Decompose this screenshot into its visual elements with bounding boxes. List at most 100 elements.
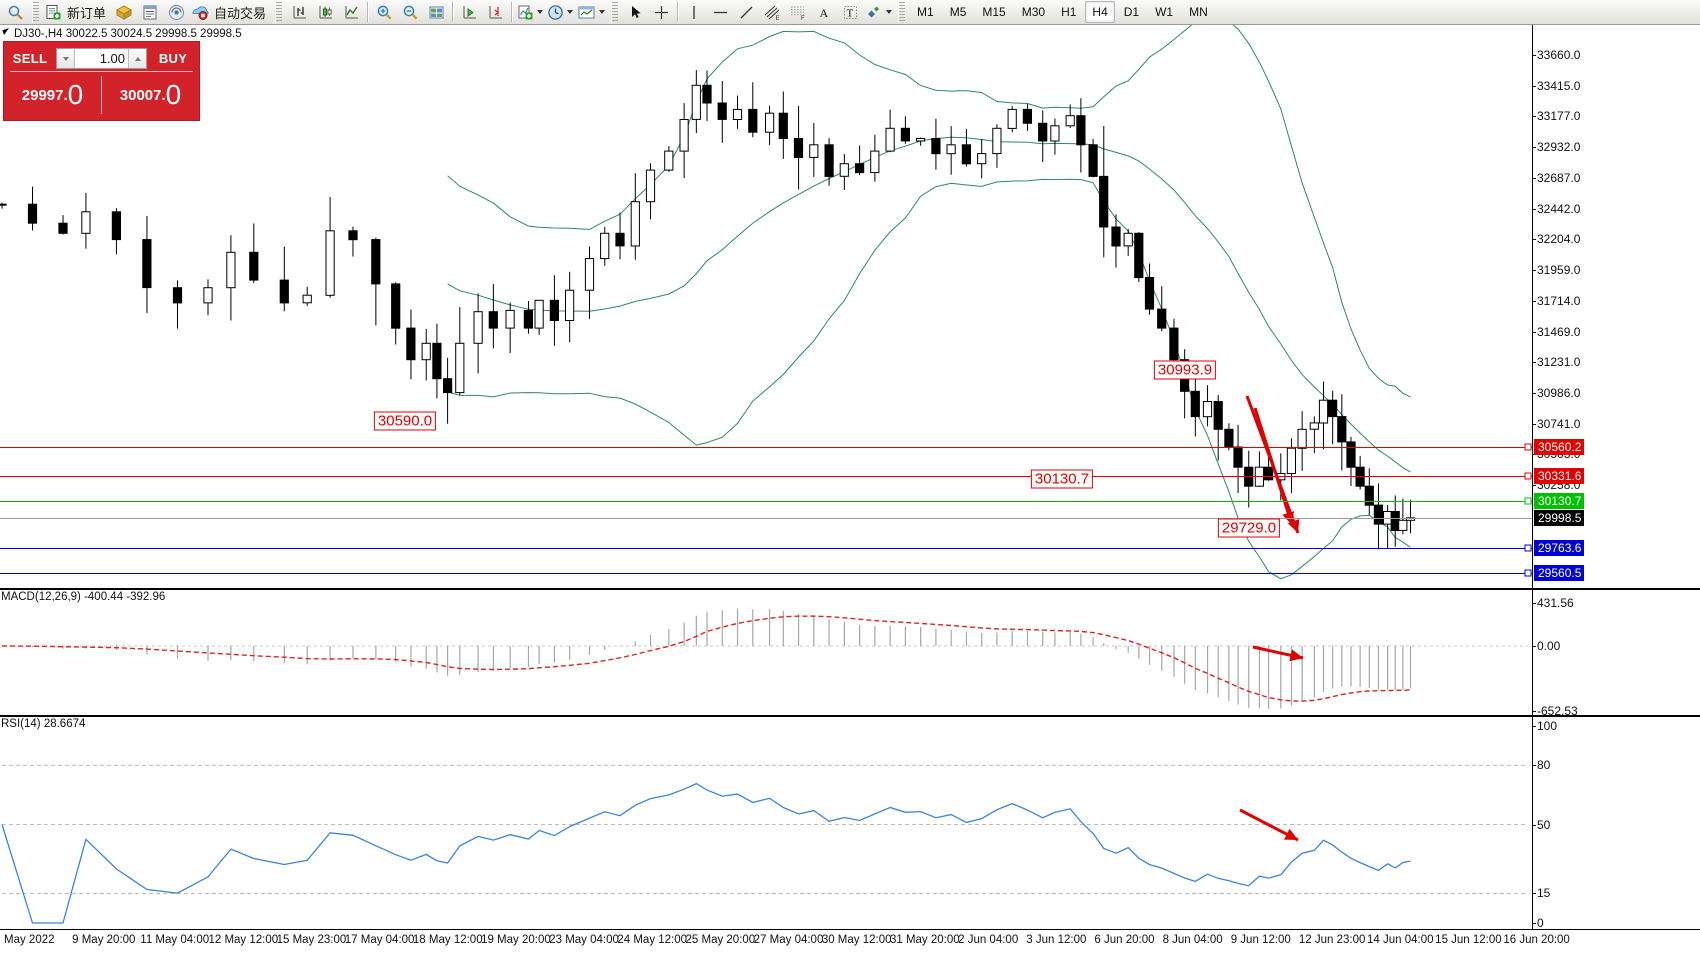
price-label-support-line[interactable]: 30130.7	[1534, 493, 1585, 510]
period-button[interactable]	[545, 1, 575, 24]
chevron-down-icon-4[interactable]	[886, 10, 893, 14]
zoom-out-icon[interactable]	[397, 1, 423, 24]
target-line[interactable]	[0, 573, 1532, 575]
text-icon[interactable]: T	[837, 1, 863, 24]
chevron-down-icon-3[interactable]	[599, 10, 606, 14]
chart-annotation[interactable]: 30130.7	[1030, 469, 1094, 489]
sell-button[interactable]: SELL	[12, 51, 48, 66]
toolbar-separator	[367, 2, 369, 22]
timeframe-d1[interactable]: D1	[1123, 5, 1140, 19]
sell-price[interactable]: 29997 . 0	[4, 72, 101, 118]
volume-input[interactable]: 1.00	[99, 51, 125, 66]
chevron-down-icon[interactable]	[537, 10, 544, 14]
text-label-icon[interactable]: A	[811, 1, 837, 24]
macd-tick-label: -652.53	[1537, 704, 1578, 718]
candlestick-chart-icon[interactable]	[312, 1, 338, 24]
rsi-tick-mark	[1532, 893, 1536, 895]
time-axis-label: 17 May 04:00	[344, 934, 415, 946]
chart-symbol-header: DJ30-,H4 30022.5 30024.5 29998.5 29998.5	[14, 28, 242, 40]
price-tick-label: 33177.0	[1537, 109, 1581, 124]
zoom-in-icon[interactable]	[371, 1, 397, 24]
cursor-icon[interactable]	[622, 1, 648, 24]
price-label-last-price[interactable]: 29998.5	[1534, 509, 1585, 526]
resistance-line-handle[interactable]	[1524, 443, 1532, 451]
toolbar-grip-4[interactable]	[898, 1, 906, 23]
time-axis-label: 6 Jun 20:00	[1094, 934, 1155, 946]
toolbar-grip[interactable]	[32, 1, 39, 23]
time-axis[interactable]: May 2022 9 May 20:00 11 May 04:00 12 May 12…	[0, 929, 1700, 971]
chart-area[interactable]: DJ30-,H4 30022.5 30024.5 29998.5 29998.5…	[0, 25, 1700, 971]
timeframe-mn[interactable]: MN	[1189, 5, 1208, 19]
vertical-line-icon[interactable]	[681, 1, 707, 24]
line-chart-icon[interactable]	[338, 1, 364, 24]
one-click-trading-panel[interactable]: SELL 1.00 BUY 29997 . 0 30007 .	[3, 41, 200, 121]
support-line[interactable]	[0, 501, 1532, 503]
indicators-button[interactable]	[515, 1, 545, 24]
buy-button[interactable]: BUY	[158, 51, 188, 66]
toolbar-grip-2[interactable]	[275, 1, 283, 23]
buy-price-decimal: 0	[165, 79, 182, 110]
equidistant-channel-icon[interactable]: E	[759, 1, 785, 24]
price-tick-mark	[1532, 239, 1536, 241]
toolbar-grip-3[interactable]	[611, 1, 619, 23]
price-label-resistance-line[interactable]: 30331.6	[1534, 467, 1585, 484]
chevron-down-icon-2[interactable]	[567, 10, 574, 14]
timeframe-m1[interactable]: M1	[917, 5, 934, 19]
target-line[interactable]	[0, 547, 1532, 549]
price-divider	[101, 76, 102, 114]
buy-price-integer: 30007	[119, 86, 162, 104]
new-order-button[interactable]: 新订单	[43, 1, 111, 24]
time-axis-label: 15 Jun 12:00	[1435, 934, 1502, 946]
volume-increase-button[interactable]	[128, 49, 146, 68]
resistance-line[interactable]	[0, 446, 1532, 448]
macd-tick-mark	[1532, 711, 1536, 712]
timeframe-h4[interactable]: H4	[1085, 1, 1115, 23]
resistance-line-handle[interactable]	[1524, 472, 1532, 480]
time-axis-label: 19 May 20:00	[481, 934, 551, 946]
price-label-target-line[interactable]: 29763.6	[1534, 539, 1585, 556]
new-order-label: 新订单	[67, 5, 107, 21]
chart-annotation[interactable]: 30590.0	[373, 411, 437, 431]
autotrading-button[interactable]: 自动交易	[189, 1, 271, 24]
crosshair-icon[interactable]	[648, 1, 674, 24]
bar-chart-icon[interactable]	[286, 1, 312, 24]
horizontal-line-icon[interactable]	[707, 1, 733, 24]
price-label-resistance-line[interactable]: 30560.2	[1534, 438, 1585, 455]
trendline-icon[interactable]	[733, 1, 759, 24]
rsi-tick-mark	[1532, 824, 1536, 826]
cursor-magnifier-icon[interactable]	[2, 1, 28, 24]
tile-windows-icon[interactable]	[423, 1, 449, 24]
fibonacci-icon[interactable]: F	[785, 1, 811, 24]
support-line-handle[interactable]	[1524, 497, 1532, 505]
buy-price[interactable]: 30007 . 0	[102, 72, 199, 118]
price-tick-mark	[1532, 209, 1536, 210]
timeframe-w1[interactable]: W1	[1155, 5, 1174, 19]
price-tick-label: 32204.0	[1537, 232, 1581, 247]
templates-button[interactable]	[575, 1, 607, 24]
signals-icon[interactable]	[163, 1, 189, 24]
expert-advisor-icon[interactable]	[111, 1, 137, 24]
resistance-line[interactable]	[0, 475, 1532, 477]
sell-price-integer: 29997	[21, 86, 64, 104]
target-line-handle[interactable]	[1524, 544, 1532, 552]
price-tick-mark	[1532, 116, 1536, 118]
timeframe-m15[interactable]: M15	[982, 5, 1006, 19]
volume-stepper[interactable]: 1.00	[56, 48, 147, 69]
auto-scroll-icon[interactable]	[456, 1, 482, 24]
target-line-handle[interactable]	[1524, 569, 1532, 577]
chart-annotation[interactable]: 30993.9	[1153, 360, 1217, 380]
price-label-target-line[interactable]: 29560.5	[1534, 565, 1585, 582]
chart-shift-icon[interactable]	[482, 1, 508, 24]
price-tick-mark	[1532, 485, 1536, 487]
price-tick-mark	[1532, 55, 1536, 56]
timeframe-h1[interactable]: H1	[1061, 5, 1077, 19]
time-axis-label: 16 Jun 20:00	[1503, 934, 1570, 946]
metaeditor-icon[interactable]	[137, 1, 163, 24]
shapes-button[interactable]	[863, 1, 894, 24]
volume-decrease-button[interactable]	[57, 49, 75, 68]
timeframe-m30[interactable]: M30	[1021, 5, 1046, 19]
chart-annotation[interactable]: 29729.0	[1217, 518, 1281, 538]
timeframe-m5[interactable]: M5	[949, 5, 967, 19]
price-tick-mark	[1532, 301, 1536, 303]
chart-canvas[interactable]	[0, 25, 1700, 945]
